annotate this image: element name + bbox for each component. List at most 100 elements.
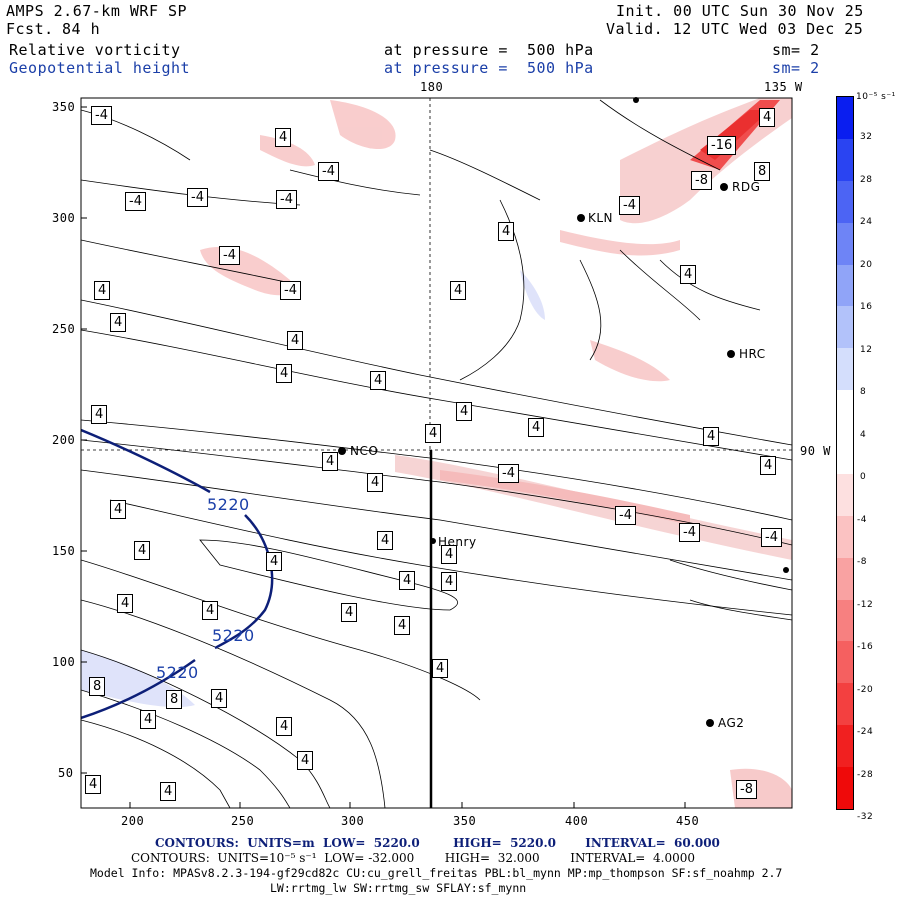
colorbar-label: 12 xyxy=(860,344,873,355)
colorbar-label: 24 xyxy=(860,217,873,227)
contour-value-label: -4 xyxy=(91,106,112,125)
colorbar-label: -28 xyxy=(857,769,874,780)
axis-ticks xyxy=(81,106,686,808)
x-tick-200: 200 xyxy=(121,814,145,828)
contour-value-label: 4 xyxy=(160,782,177,801)
meridian-90w-label: 90 W xyxy=(800,444,831,458)
contour-value-label: 4 xyxy=(399,571,416,590)
footer-vorticity-contours: CONTOURS: UNITS=10⁻⁵ s⁻¹ LOW= -32.000 HI… xyxy=(131,851,695,865)
colorbar-segment xyxy=(837,390,853,433)
contour-value-label: -8 xyxy=(736,780,757,799)
colorbar-label: 28 xyxy=(860,174,873,185)
height-label-2: 5220 xyxy=(212,626,255,645)
contour-value-label: -16 xyxy=(707,136,737,155)
field1-level: at pressure = 500 hPa xyxy=(384,41,594,59)
y-tick-50: 50 xyxy=(58,766,74,780)
contour-value-label: 4 xyxy=(140,710,157,729)
colorbar-segment xyxy=(837,557,853,600)
contour-value-label: 4 xyxy=(498,222,515,241)
contour-value-label: -4 xyxy=(125,192,146,211)
contour-value-label: 8 xyxy=(754,162,771,181)
colorbar-segment xyxy=(837,348,853,391)
colorbar-label: -4 xyxy=(857,514,867,525)
field1-smoothing: sm= 2 xyxy=(772,41,820,59)
footer-model-physics: LW:rrtmg_lw SW:rrtmg_sw SFLAY:sf_mynn xyxy=(270,881,527,895)
contour-value-label: 4 xyxy=(85,775,102,794)
height-label-3: 5220 xyxy=(156,663,199,682)
colorbar-segment xyxy=(837,473,853,516)
contour-value-label: 4 xyxy=(425,424,442,443)
contour-value-label: 4 xyxy=(134,541,151,560)
field2-name: Geopotential height xyxy=(9,59,191,77)
valid-time: Valid. 12 UTC Wed 03 Dec 25 xyxy=(606,20,864,38)
x-tick-250: 250 xyxy=(231,814,255,828)
forecast-label: Fcst. xyxy=(6,20,54,38)
colorbar-segment xyxy=(837,264,853,307)
colorbar-segment xyxy=(837,138,853,181)
contour-value-label: 4 xyxy=(211,689,228,708)
contour-value-label: 8 xyxy=(89,677,106,696)
contour-value-label: 4 xyxy=(91,405,108,424)
station-nco: NCO xyxy=(350,444,379,458)
contour-value-label: 4 xyxy=(276,717,293,736)
contour-value-label: 4 xyxy=(377,531,394,550)
meridian-180-label: 180 xyxy=(420,80,444,94)
vorticity-contours xyxy=(81,99,792,808)
contour-value-label: -4 xyxy=(280,281,301,300)
contour-value-label: 4 xyxy=(322,452,339,471)
field1-name: Relative vorticity xyxy=(9,41,181,59)
x-tick-400: 400 xyxy=(565,814,589,828)
contour-value-label: 4 xyxy=(450,281,467,300)
colorbar-segment xyxy=(837,180,853,223)
contour-value-label: -4 xyxy=(187,188,208,207)
contour-value-label: 4 xyxy=(110,500,127,519)
colorbar-label: 20 xyxy=(860,259,873,270)
colorbar-label: 16 xyxy=(860,302,873,312)
colorbar-segment xyxy=(837,97,853,139)
y-tick-350: 350 xyxy=(52,100,76,114)
contour-value-label: 4 xyxy=(287,331,304,350)
x-tick-450: 450 xyxy=(676,814,700,828)
contour-value-label: -4 xyxy=(619,196,640,215)
colorbar-segment xyxy=(837,222,853,265)
station-rdg: RDG xyxy=(732,180,761,194)
colorbar-label: 32 xyxy=(860,132,873,142)
y-tick-200: 200 xyxy=(52,433,76,447)
colorbar-segment xyxy=(837,725,853,768)
contour-value-label: 4 xyxy=(117,594,134,613)
contour-value-label: 4 xyxy=(441,545,458,564)
colorbar-segment xyxy=(837,641,853,684)
contour-value-label: 4 xyxy=(341,603,358,622)
contour-value-label: -4 xyxy=(615,506,636,525)
y-tick-100: 100 xyxy=(52,655,76,669)
contour-value-label: 4 xyxy=(441,572,458,591)
height-contour xyxy=(81,428,274,720)
meridian-135w-label: 135 W xyxy=(764,80,803,94)
colorbar-label: -24 xyxy=(857,727,874,737)
colorbar-label: -20 xyxy=(857,684,874,695)
colorbar-label: 8 xyxy=(860,387,867,397)
contour-value-label: -8 xyxy=(691,171,712,190)
contour-value-label: 4 xyxy=(432,659,449,678)
field2-smoothing: sm= 2 xyxy=(772,59,820,77)
colorbar-label: -16 xyxy=(857,642,874,652)
init-time: Init. 00 UTC Sun 30 Nov 25 xyxy=(616,2,864,20)
colorbar-segment xyxy=(837,306,853,349)
y-tick-250: 250 xyxy=(52,322,76,336)
contour-value-label: 4 xyxy=(759,108,776,127)
model-title: AMPS 2.67-km WRF SP xyxy=(6,2,188,20)
colorbar-segment xyxy=(837,767,853,809)
colorbar-segment xyxy=(837,599,853,642)
y-tick-300: 300 xyxy=(52,211,76,225)
contour-value-label: 4 xyxy=(703,427,720,446)
x-tick-300: 300 xyxy=(341,814,365,828)
contour-value-label: 4 xyxy=(528,418,545,437)
colorbar-unit: 10⁻⁵ s⁻¹ xyxy=(856,92,896,102)
contour-value-label: -4 xyxy=(679,523,700,542)
colorbar-label: 0 xyxy=(860,472,867,482)
colorbar-label: -12 xyxy=(857,599,874,610)
contour-value-label: 4 xyxy=(275,128,292,147)
colorbar-segment xyxy=(837,515,853,558)
contour-value-label: 4 xyxy=(110,313,127,332)
